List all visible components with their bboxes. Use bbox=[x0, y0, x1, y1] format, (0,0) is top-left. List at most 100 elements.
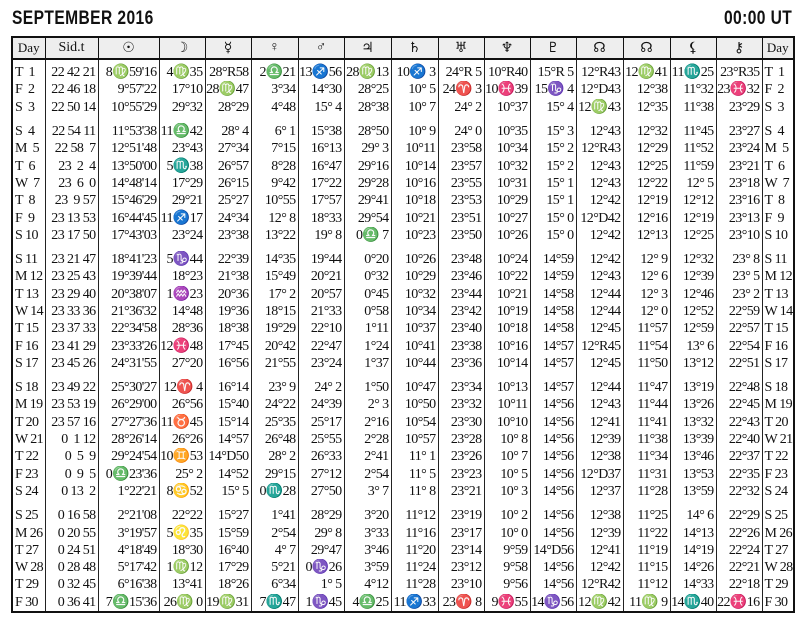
uranus-cell: 23°23 bbox=[437, 465, 485, 483]
venus-cell: 13°22 bbox=[250, 226, 299, 244]
time-label: 00:00 UT bbox=[723, 8, 792, 29]
table-row: F 9 23 13 53 16°44'45 11♐17 24°34 12° 8 18°33 2… bbox=[11, 209, 795, 227]
spacer-cell bbox=[529, 243, 577, 251]
day-cell: S 24 bbox=[11, 482, 46, 501]
pluto-cell: 14°56 bbox=[529, 507, 577, 525]
chiron-cell: 22°57 bbox=[715, 320, 763, 338]
spacer-cell bbox=[158, 243, 206, 251]
day-cell: T 29 bbox=[11, 576, 46, 594]
spacer-cell bbox=[250, 500, 299, 508]
sidereal-time-cell: 0 28 48 bbox=[44, 559, 99, 577]
neptune-cell: 10° 2 bbox=[483, 507, 531, 525]
moon-cell: 23°24 bbox=[158, 226, 206, 244]
jupiter-cell: 29°41 bbox=[343, 192, 392, 210]
moon-cell: 29°21 bbox=[158, 192, 206, 210]
spacer-cell bbox=[44, 115, 99, 123]
sun-cell: 21°36'32 bbox=[97, 302, 160, 321]
jupiter-cell: 0°58 bbox=[343, 302, 392, 321]
mercury-cell: 22°39 bbox=[204, 250, 252, 269]
lilith-cell: 14°13 bbox=[669, 524, 717, 542]
header-row: Day Sid.t ☉ ☽ ☿ ♀ ♂ ♃ ♄ ♅ ♆ ♇ ☊ ☊ ⚸ ⚷ Day bbox=[11, 36, 795, 60]
true-node-icon: ☊ bbox=[622, 36, 671, 60]
day-cell: S 10 bbox=[11, 226, 46, 244]
table-row: T 22 0 5 9 29°24'54 10♊53 14°D50 28° 2 26°33 2°… bbox=[11, 448, 795, 466]
lilith-cell: 13°26 bbox=[669, 396, 717, 414]
moon-cell: 10♊53 bbox=[158, 448, 206, 466]
table-row: M 12 23 25 43 19°39'44 18°23 21°38 15°49 20°21… bbox=[11, 268, 795, 286]
mercury-cell: 20°36 bbox=[204, 285, 252, 303]
neptune-cell: 10° 5 bbox=[483, 465, 531, 483]
mars-cell: 20°57 bbox=[297, 285, 345, 303]
sun-cell: 0♎23'36 bbox=[97, 465, 160, 483]
sun-cell: 1°22'21 bbox=[97, 482, 160, 501]
table-row: W 14 23 33 36 21°36'32 14°48 19°36 18°15 21°33… bbox=[11, 302, 795, 321]
sidereal-time-label: Sid.t bbox=[44, 36, 99, 60]
spacer-cell bbox=[483, 500, 531, 508]
saturn-cell: 11°16 bbox=[390, 524, 439, 542]
table-row: T 1 22 42 21 8♍59'16 4♍35 28°R58 2♎21 13♐56 28♍… bbox=[11, 59, 795, 82]
true-node-cell: 11°38 bbox=[622, 430, 671, 449]
neptune-cell: 9°56 bbox=[483, 576, 531, 594]
mean-node-cell: 12°R43 bbox=[575, 59, 624, 82]
sun-cell: 5°17'42 bbox=[97, 559, 160, 577]
uranus-cell: 24°R 5 bbox=[437, 59, 485, 82]
table-row: F 30 0 36 41 7♎15'36 26♍ 0 19♍31 7♏47 1♑45 4♎25… bbox=[11, 593, 795, 612]
sun-cell: 23°33'26 bbox=[97, 337, 160, 355]
neptune-cell: 10°31 bbox=[483, 174, 531, 193]
day-cell: F 2 bbox=[11, 81, 46, 99]
lilith-cell: 11°38 bbox=[669, 98, 717, 116]
neptune-cell: 10♓39 bbox=[483, 81, 531, 99]
lilith-cell: 11°52 bbox=[669, 140, 717, 158]
sun-cell: 29°24'54 bbox=[97, 448, 160, 466]
lilith-cell: 14°26 bbox=[669, 559, 717, 577]
day-cell: T 29 bbox=[761, 576, 795, 594]
uranus-cell: 23°36 bbox=[437, 354, 485, 373]
mars-cell: 24°39 bbox=[297, 396, 345, 414]
sidereal-time-cell: 23 13 53 bbox=[44, 209, 99, 227]
sidereal-time-cell: 0 20 55 bbox=[44, 524, 99, 542]
moon-cell: 5♏38 bbox=[158, 157, 206, 175]
sun-cell: 18°41'23 bbox=[97, 250, 160, 269]
moon-cell: 1♍12 bbox=[158, 559, 206, 577]
neptune-cell: 10°R40 bbox=[483, 59, 531, 82]
mercury-cell: 14°D50 bbox=[204, 448, 252, 466]
mars-cell: 17°57 bbox=[297, 192, 345, 210]
pluto-cell: 15♑ 4 bbox=[529, 81, 577, 99]
saturn-cell: 10°44 bbox=[390, 354, 439, 373]
jupiter-cell: 3°46 bbox=[343, 541, 392, 560]
mars-cell: 27°12 bbox=[297, 465, 345, 483]
neptune-cell: 10°35 bbox=[483, 122, 531, 141]
day-cell: M 19 bbox=[761, 396, 795, 414]
uranus-cell: 23°14 bbox=[437, 541, 485, 560]
mars-cell: 29° 8 bbox=[297, 524, 345, 542]
sun-cell: 2°21'08 bbox=[97, 507, 160, 525]
venus-cell: 8°28 bbox=[250, 157, 299, 175]
pluto-cell: 14°D56 bbox=[529, 541, 577, 560]
day-cell: S 3 bbox=[761, 98, 795, 116]
moon-cell: 27°20 bbox=[158, 354, 206, 373]
saturn-cell: 10°29 bbox=[390, 268, 439, 286]
spacer-cell bbox=[622, 115, 671, 123]
saturn-cell: 11°24 bbox=[390, 559, 439, 577]
spacer-cell bbox=[204, 372, 252, 380]
spacer-cell bbox=[158, 372, 206, 380]
moon-cell: 23°43 bbox=[158, 140, 206, 158]
sidereal-time-cell: 23 25 43 bbox=[44, 268, 99, 286]
uranus-cell: 23°40 bbox=[437, 320, 485, 338]
spacer-cell bbox=[529, 500, 577, 508]
pluto-cell: 15° 1 bbox=[529, 192, 577, 210]
moon-cell: 5♑44 bbox=[158, 250, 206, 269]
table-row: S 18 23 49 22 25°30'27 12♈ 4 16°14 23° 9 24° 2… bbox=[11, 379, 795, 397]
pluto-cell: 14°57 bbox=[529, 337, 577, 355]
mean-node-cell: 12°44 bbox=[575, 285, 624, 303]
mean-node-cell: 12°38 bbox=[575, 448, 624, 466]
spacer-cell bbox=[575, 115, 624, 123]
jupiter-cell: 4°12 bbox=[343, 576, 392, 594]
mars-cell: 29°47 bbox=[297, 541, 345, 560]
saturn-cell: 10° 7 bbox=[390, 98, 439, 116]
mercury-cell: 15°27 bbox=[204, 507, 252, 525]
day-cell: F 23 bbox=[761, 465, 795, 483]
neptune-cell: 10°29 bbox=[483, 192, 531, 210]
mars-cell: 20°21 bbox=[297, 268, 345, 286]
